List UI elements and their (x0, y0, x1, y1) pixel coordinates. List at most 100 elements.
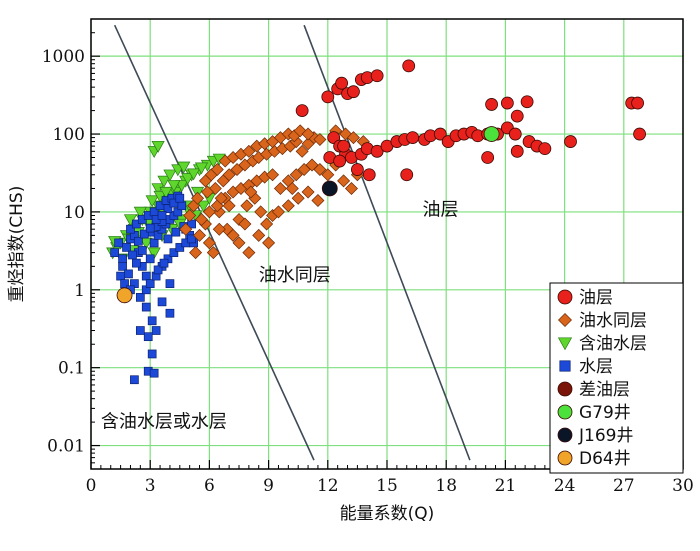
legend-marker (558, 313, 572, 327)
axis-ticks: 0 3 6 9 12 15 18 21 24 27 30 0.01 0.1 1 10 100 1000 (42, 32, 694, 496)
data-point (564, 135, 577, 148)
data-point (240, 199, 254, 213)
data-point (153, 265, 163, 275)
data-point (194, 162, 209, 175)
data-point (321, 90, 335, 104)
data-point (222, 168, 236, 182)
data-point (510, 144, 524, 158)
x-tick-label: 18 (435, 476, 457, 496)
data-point (337, 174, 351, 188)
x-tick-label: 15 (376, 476, 398, 496)
y-tick-label: 1 (74, 281, 85, 301)
data-point (118, 254, 127, 264)
legend-marker (557, 289, 573, 305)
region-label: 油水同层 (259, 265, 331, 286)
data-point (281, 199, 295, 213)
data-point (116, 271, 125, 281)
x-tick-label: 0 (86, 476, 97, 496)
data-point (500, 96, 514, 110)
data-point (163, 169, 177, 182)
data-point (313, 133, 327, 147)
data-point (149, 368, 159, 378)
data-point (145, 195, 159, 208)
data-point (163, 234, 173, 244)
data-point (321, 180, 338, 197)
data-point (200, 185, 214, 199)
data-point (124, 269, 133, 279)
data-point (187, 234, 196, 244)
data-point (195, 212, 209, 226)
data-point (134, 236, 143, 246)
data-point (483, 126, 500, 142)
data-point (295, 104, 309, 117)
legend-label: D64井 (579, 449, 631, 469)
legend-label: 水层 (579, 357, 613, 377)
data-point (122, 243, 131, 252)
data-point (132, 258, 141, 268)
data-point (187, 168, 201, 181)
data-point (130, 375, 139, 385)
data-point (139, 229, 149, 239)
data-point (202, 205, 216, 219)
data-point (433, 127, 447, 141)
data-point (147, 349, 157, 359)
data-point (151, 140, 165, 153)
data-point (183, 208, 197, 222)
data-point (260, 217, 274, 231)
data-point (141, 271, 151, 281)
x-tick-label: 24 (554, 476, 576, 496)
legend-label: 差油层 (579, 380, 630, 400)
data-point (165, 308, 175, 318)
data-point (114, 238, 123, 248)
data-point (145, 279, 155, 288)
data-point (222, 199, 236, 213)
data-point (285, 181, 299, 195)
region-label: 油层 (423, 199, 459, 220)
legend-marker (557, 404, 573, 420)
data-point (212, 222, 226, 236)
y-axis-title: 重烃指数(CHS) (7, 186, 27, 303)
data-point (145, 254, 155, 264)
data-point (151, 326, 161, 335)
data-point (311, 194, 325, 208)
data-point (510, 109, 524, 123)
data-point (169, 248, 179, 257)
data-point (400, 168, 414, 182)
data-point (165, 279, 175, 288)
data-point (347, 85, 360, 99)
data-point (193, 228, 207, 242)
data-point (167, 180, 181, 192)
data-point (133, 206, 147, 219)
data-point (242, 246, 256, 260)
x-tick-label: 12 (317, 476, 339, 496)
data-point (520, 95, 534, 109)
data-point (189, 246, 203, 260)
data-point (481, 151, 495, 164)
data-point (135, 326, 145, 335)
data-point (145, 223, 155, 233)
data-point (254, 205, 268, 219)
y-tick-label: 0.1 (58, 359, 85, 379)
x-axis-title: 能量系数(Q) (340, 504, 435, 524)
data-point (147, 247, 161, 260)
data-point (159, 258, 169, 268)
data-point (485, 98, 498, 111)
data-point (202, 236, 216, 250)
y-tick-label: 0.01 (47, 437, 85, 457)
data-point (116, 287, 133, 304)
legend-marker (557, 337, 573, 351)
data-point (402, 59, 416, 73)
x-tick-label: 30 (672, 476, 694, 496)
data-point (157, 175, 171, 188)
data-point (291, 191, 305, 205)
data-point (273, 181, 287, 195)
data-point (135, 292, 145, 302)
data-point (147, 316, 157, 326)
x-tick-label: 9 (263, 476, 274, 496)
data-point (171, 227, 181, 237)
data-point (163, 204, 173, 214)
data-points (106, 59, 646, 385)
data-point (177, 161, 191, 174)
data-point (128, 250, 137, 260)
